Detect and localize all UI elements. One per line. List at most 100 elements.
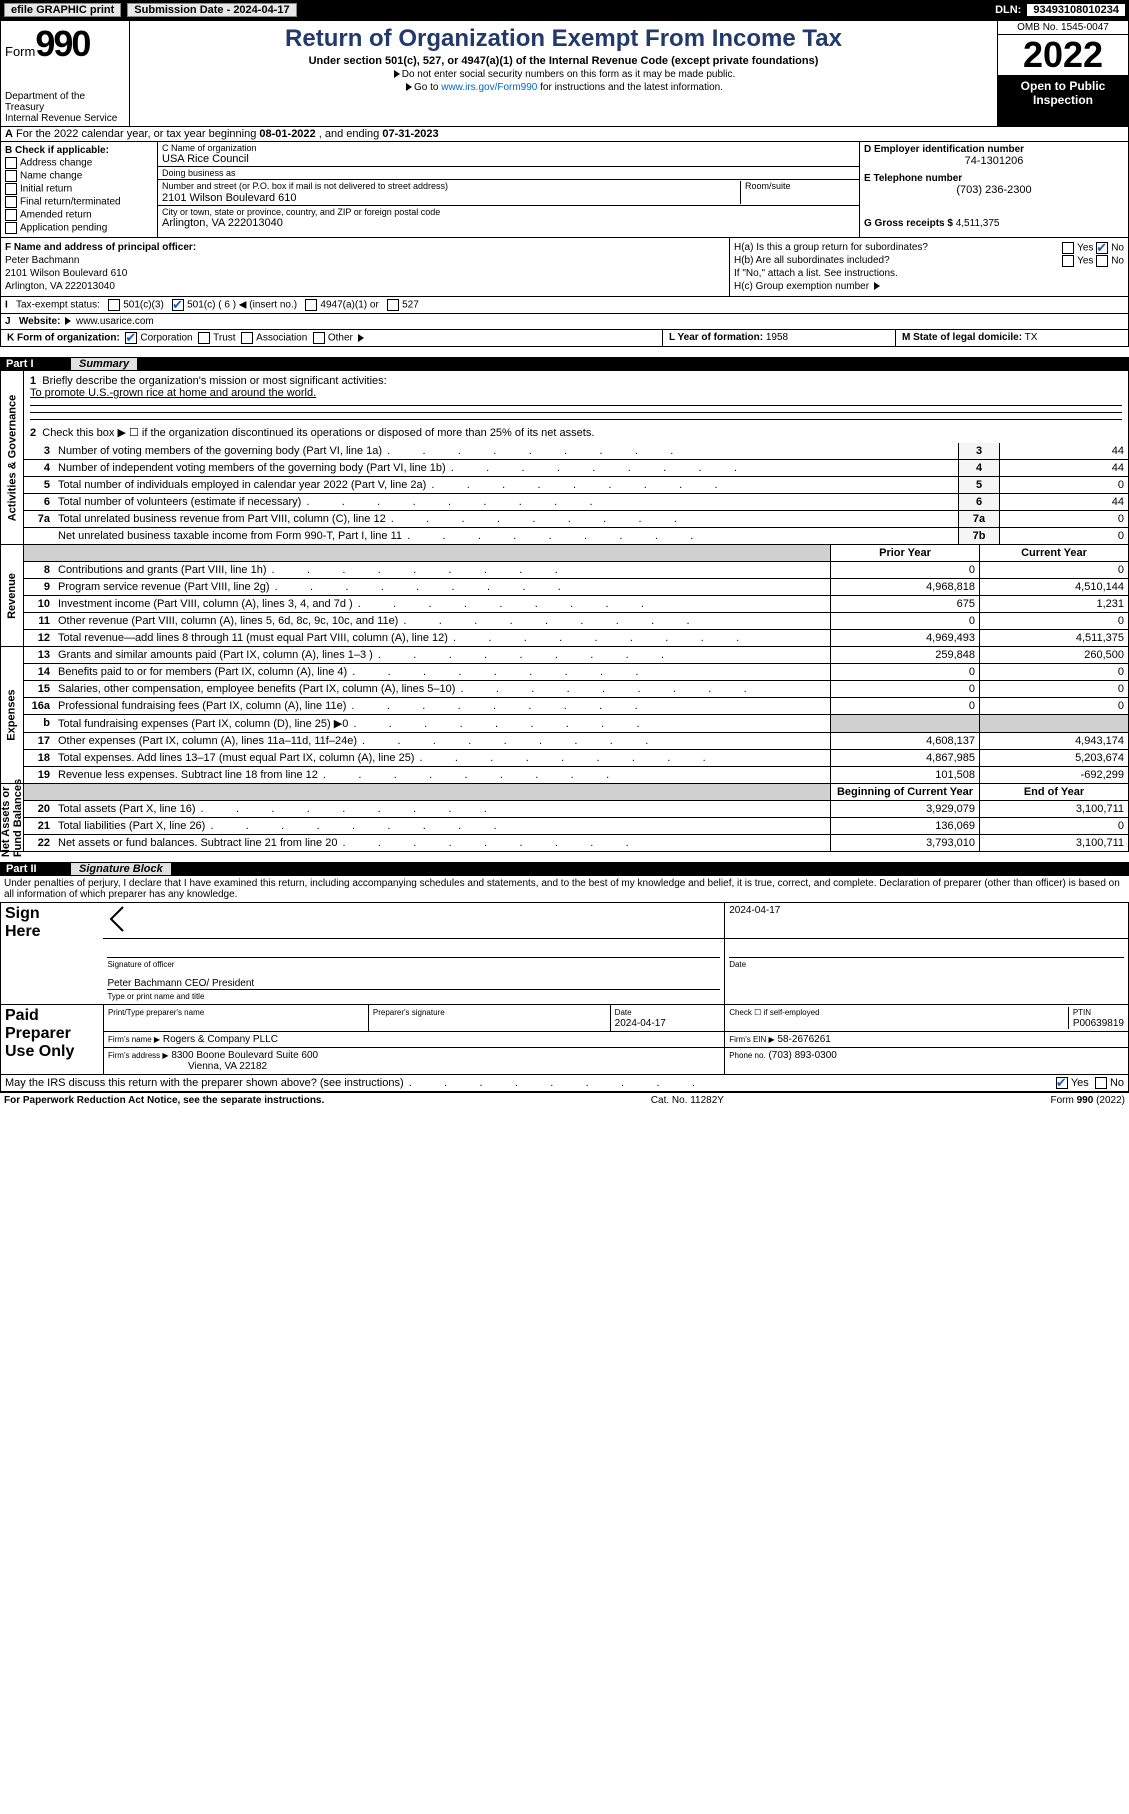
summary-table-simple: 3 Number of voting members of the govern…	[24, 443, 1128, 544]
checkbox-ha-yes[interactable]	[1062, 242, 1074, 254]
curr-val: 3,100,711	[980, 801, 1129, 818]
part-ii-header: Part II Signature Block	[0, 862, 1129, 876]
checkbox-discuss-no[interactable]	[1095, 1077, 1107, 1089]
form-number: 990	[35, 23, 89, 64]
checkbox-501c3[interactable]	[108, 299, 120, 311]
prior-val: 675	[831, 596, 980, 613]
line-num: 5	[24, 477, 54, 494]
firm-addr-label: Firm's address ▶	[108, 1051, 169, 1060]
hb-no: No	[1111, 256, 1124, 267]
line-desc: Net assets or fund balances. Subtract li…	[54, 835, 831, 852]
checkbox-amended[interactable]	[5, 209, 17, 221]
checkbox-trust[interactable]	[198, 332, 210, 344]
checkbox-501c[interactable]	[172, 299, 184, 311]
hb-note: If "No," attach a list. See instructions…	[734, 268, 1124, 279]
prep-date: 2024-04-17	[615, 1018, 666, 1029]
line-a: A For the 2022 calendar year, or tax yea…	[0, 127, 1129, 142]
prep-sig-label: Preparer's signature	[373, 1008, 445, 1017]
k-label: K Form of organization:	[7, 333, 120, 344]
sig-officer-label: Signature of officer	[107, 960, 174, 969]
line-desc: Total fundraising expenses (Part IX, col…	[54, 715, 831, 733]
e-label: E Telephone number	[864, 173, 1124, 184]
d-label: D Employer identification number	[864, 144, 1124, 155]
b-opt-5: Application pending	[20, 223, 107, 234]
prior-val: 3,929,079	[831, 801, 980, 818]
line-num: 4	[24, 460, 54, 477]
form-title-box: Return of Organization Exempt From Incom…	[130, 21, 997, 126]
part-i-label: Part I	[6, 358, 71, 370]
i-opt-0: 501(c)(3)	[123, 300, 164, 311]
checkbox-4947[interactable]	[305, 299, 317, 311]
line-desc: Grants and similar amounts paid (Part IX…	[54, 647, 831, 664]
prior-val: 136,069	[831, 818, 980, 835]
checkbox-ha-no[interactable]	[1096, 242, 1108, 254]
prior-val: 0	[831, 698, 980, 715]
g-label: G Gross receipts $	[864, 218, 953, 229]
print-button[interactable]: efile GRAPHIC print	[4, 3, 121, 17]
line-box: 6	[959, 494, 1000, 511]
m-label: M State of legal domicile:	[902, 332, 1022, 343]
summary-table-expenses: 13 Grants and similar amounts paid (Part…	[24, 647, 1128, 783]
curr-val: 0	[980, 681, 1129, 698]
line-desc: Contributions and grants (Part VIII, lin…	[54, 562, 831, 579]
triangle-icon	[406, 83, 412, 91]
officer-name-sig: Peter Bachmann CEO/ President	[107, 978, 720, 990]
hb-label: H(b) Are all subordinates included?	[734, 255, 890, 266]
part-ii-label: Part II	[6, 863, 71, 875]
line-val: 44	[1000, 494, 1129, 511]
form-year-box: OMB No. 1545-0047 2022 Open to PublicIns…	[997, 21, 1128, 126]
checkbox-corp[interactable]	[125, 332, 137, 344]
gross-receipts: 4,511,375	[956, 218, 1000, 229]
line-num: 9	[24, 579, 54, 596]
checkbox-527[interactable]	[387, 299, 399, 311]
officer-name: Peter Bachmann	[5, 255, 725, 266]
b-opt-3: Final return/terminated	[20, 197, 121, 208]
form-word: Form	[5, 44, 35, 59]
line-desc: Number of independent voting members of …	[54, 460, 959, 477]
checkbox-hb-no[interactable]	[1096, 255, 1108, 267]
line-desc: Professional fundraising fees (Part IX, …	[54, 698, 831, 715]
checkbox-name-change[interactable]	[5, 170, 17, 182]
line-desc: Net unrelated business taxable income fr…	[54, 528, 959, 545]
dept-treasury: Department of the TreasuryInternal Reven…	[5, 91, 125, 124]
curr-val: 3,100,711	[980, 835, 1129, 852]
triangle-icon	[358, 334, 364, 342]
firm-name-label: Firm's name ▶	[108, 1035, 160, 1044]
line-num	[24, 528, 54, 545]
org-name: USA Rice Council	[162, 153, 855, 165]
line-desc: Program service revenue (Part VIII, line…	[54, 579, 831, 596]
irs-link[interactable]: www.irs.gov/Form990	[441, 82, 537, 93]
officer-addr2: Arlington, VA 222013040	[5, 281, 725, 292]
prior-val: 4,608,137	[831, 733, 980, 750]
triangle-icon	[874, 282, 880, 290]
c-city-label: City or town, state or province, country…	[162, 207, 855, 217]
checkbox-assoc[interactable]	[241, 332, 253, 344]
i-opt-3: 527	[402, 300, 419, 311]
checkbox-initial-return[interactable]	[5, 183, 17, 195]
line-desc: Total liabilities (Part X, line 26)	[54, 818, 831, 835]
b-label: B Check if applicable:	[5, 145, 109, 156]
c-dba-label: Doing business as	[162, 168, 855, 178]
checkbox-other[interactable]	[313, 332, 325, 344]
line-num: 13	[24, 647, 54, 664]
firm-ein-label: Firm's EIN ▶	[729, 1035, 774, 1044]
bracket-icon	[107, 905, 125, 933]
checkbox-address-change[interactable]	[5, 157, 17, 169]
firm-phone: (703) 893-0300	[768, 1050, 836, 1061]
checkbox-final-return[interactable]	[5, 196, 17, 208]
firm-ein: 58-2676261	[777, 1034, 830, 1045]
prior-val	[831, 715, 980, 733]
firm-addr1: 8300 Boone Boulevard Suite 600	[171, 1050, 318, 1061]
firm-addr2: Vienna, VA 22182	[188, 1061, 267, 1072]
checkbox-discuss-yes[interactable]	[1056, 1077, 1068, 1089]
curr-val: 0	[980, 613, 1129, 630]
ha-label: H(a) Is this a group return for subordin…	[734, 242, 928, 253]
checkbox-app-pending[interactable]	[5, 222, 17, 234]
checkbox-hb-yes[interactable]	[1062, 255, 1074, 267]
line-desc: Revenue less expenses. Subtract line 18 …	[54, 767, 831, 784]
submission-date-button[interactable]: Submission Date - 2024-04-17	[127, 3, 296, 17]
l-label: L Year of formation:	[669, 332, 763, 343]
line2-text: Check this box ▶ ☐ if the organization d…	[42, 427, 594, 439]
org-address: 2101 Wilson Boulevard 610	[162, 192, 297, 204]
line-desc: Total assets (Part X, line 16)	[54, 801, 831, 818]
